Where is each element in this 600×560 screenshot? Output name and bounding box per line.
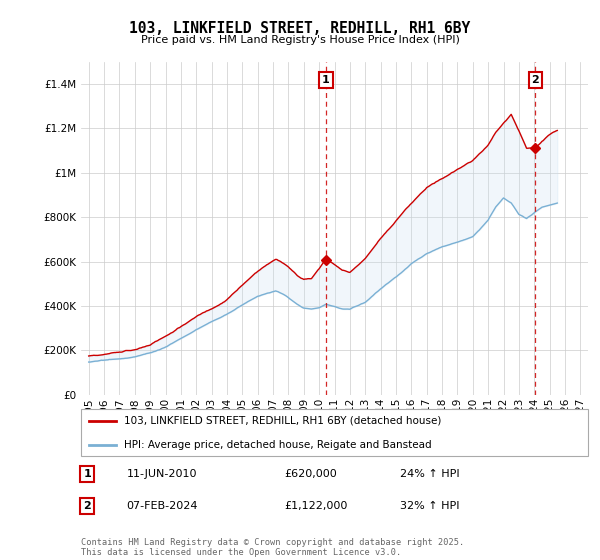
Text: Contains HM Land Registry data © Crown copyright and database right 2025.
This d: Contains HM Land Registry data © Crown c…	[81, 538, 464, 557]
Text: 103, LINKFIELD STREET, REDHILL, RH1 6BY: 103, LINKFIELD STREET, REDHILL, RH1 6BY	[130, 21, 470, 36]
Text: HPI: Average price, detached house, Reigate and Banstead: HPI: Average price, detached house, Reig…	[124, 440, 432, 450]
Text: 11-JUN-2010: 11-JUN-2010	[127, 469, 197, 479]
Text: 1: 1	[322, 75, 330, 85]
Text: £1,122,000: £1,122,000	[284, 501, 347, 511]
Text: 07-FEB-2024: 07-FEB-2024	[127, 501, 198, 511]
Text: 1: 1	[83, 469, 91, 479]
Text: £620,000: £620,000	[284, 469, 337, 479]
Text: 24% ↑ HPI: 24% ↑ HPI	[400, 469, 460, 479]
Text: 103, LINKFIELD STREET, REDHILL, RH1 6BY (detached house): 103, LINKFIELD STREET, REDHILL, RH1 6BY …	[124, 416, 442, 426]
FancyBboxPatch shape	[81, 409, 588, 456]
Text: 2: 2	[83, 501, 91, 511]
Text: Price paid vs. HM Land Registry's House Price Index (HPI): Price paid vs. HM Land Registry's House …	[140, 35, 460, 45]
Text: 32% ↑ HPI: 32% ↑ HPI	[400, 501, 460, 511]
Text: 2: 2	[532, 75, 539, 85]
